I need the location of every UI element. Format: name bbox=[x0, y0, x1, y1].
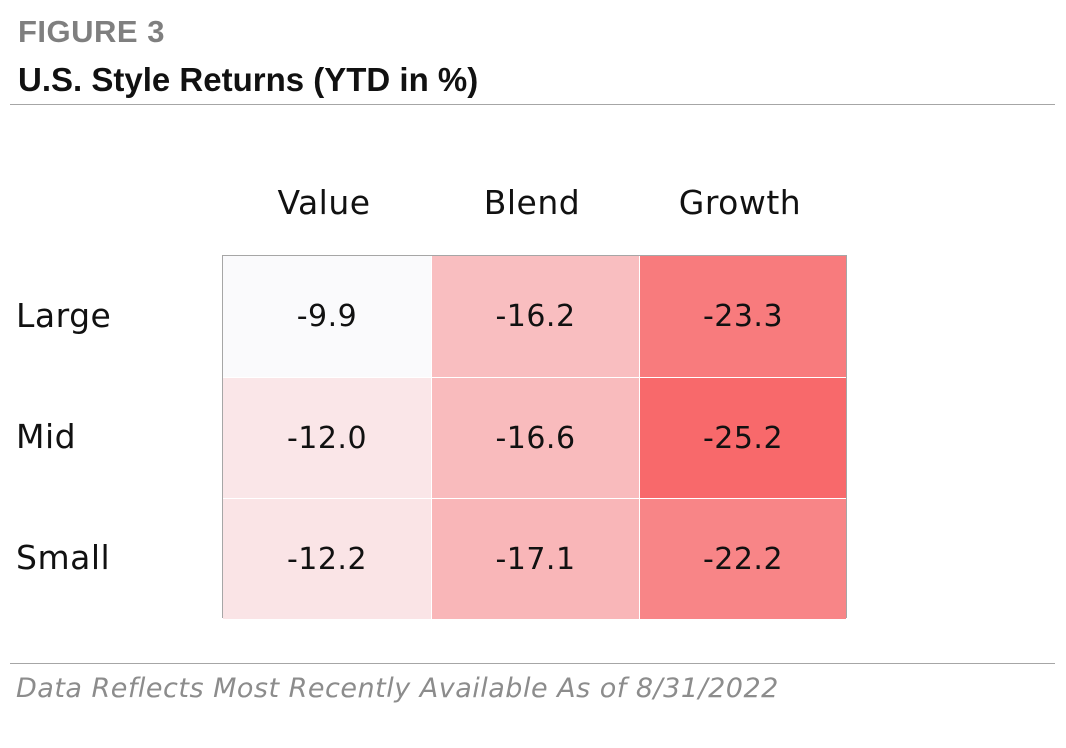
cell-value-label: -23.3 bbox=[702, 299, 784, 334]
heatmap-cell-large-value: -9.9 bbox=[223, 256, 431, 377]
heatmap-cell-mid-value: -12.0 bbox=[223, 377, 431, 498]
heatmap-cell-large-growth: -23.3 bbox=[639, 256, 846, 377]
heatmap-grid: -9.9 -16.2 -23.3 -12.0 -16.6 -25.2 -12.2 -17.1 -… bbox=[222, 255, 847, 619]
cell-value-label: -12.2 bbox=[286, 541, 368, 577]
cell-value-label: -16.2 bbox=[495, 299, 576, 334]
column-label-value: Value bbox=[277, 183, 371, 222]
column-label-blend: Blend bbox=[483, 183, 581, 222]
chart-title: U.S. Style Returns (YTD in %) bbox=[18, 61, 479, 98]
heatmap-cell-mid-growth: -25.2 bbox=[639, 377, 846, 498]
cell-value-label: -16.6 bbox=[495, 420, 576, 456]
row-label-large: Large bbox=[16, 296, 112, 335]
heatmap-cell-small-value: -12.2 bbox=[223, 498, 431, 619]
cell-value-label: -25.2 bbox=[702, 420, 784, 456]
heatmap-cell-small-growth: -22.2 bbox=[639, 498, 846, 619]
cell-value-label: -17.1 bbox=[495, 541, 576, 577]
footnote: Data Reflects Most Recently Available As… bbox=[16, 673, 779, 704]
cell-value-label: -22.2 bbox=[702, 541, 784, 577]
heatmap-cell-large-blend: -16.2 bbox=[431, 256, 639, 377]
column-label-growth: Growth bbox=[678, 183, 802, 222]
figure-label: FIGURE 3 bbox=[18, 14, 165, 49]
cell-value-label: -12.0 bbox=[286, 420, 368, 456]
heatmap-cell-small-blend: -17.1 bbox=[431, 498, 639, 619]
row-label-small: Small bbox=[16, 538, 111, 577]
bottom-divider bbox=[10, 663, 1055, 664]
heatmap-cell-mid-blend: -16.6 bbox=[431, 377, 639, 498]
row-label-mid: Mid bbox=[16, 417, 77, 456]
cell-value-label: -9.9 bbox=[296, 299, 358, 334]
top-divider bbox=[10, 104, 1055, 105]
